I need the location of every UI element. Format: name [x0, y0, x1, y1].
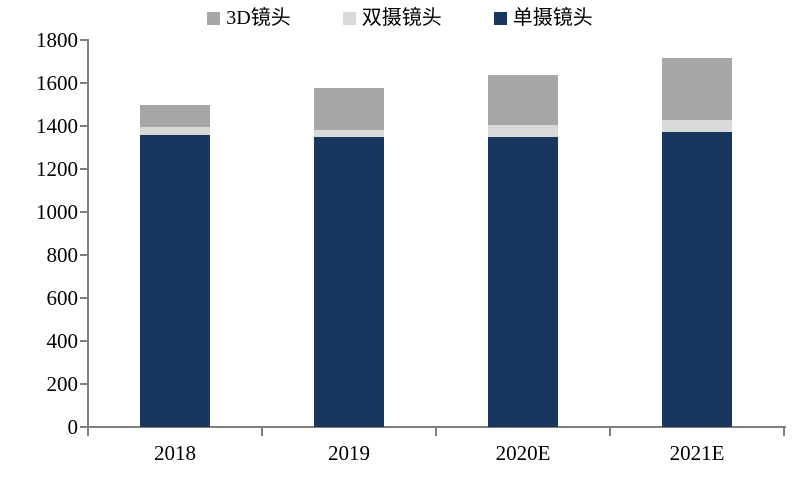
legend-item-dual-lens: 双摄镜头 [342, 7, 442, 29]
y-axis-tick-0 [80, 426, 87, 428]
y-axis-label-800: 800 [46, 243, 79, 267]
bar-segment-2021E-单摄镜头 [662, 132, 732, 427]
legend-item-single-lens: 单摄镜头 [493, 7, 593, 29]
y-axis-tick-1200 [80, 168, 87, 170]
y-axis-label-600: 600 [46, 286, 79, 310]
y-axis-tick-1400 [80, 125, 87, 127]
x-axis-label-2021e: 2021E [669, 441, 725, 465]
bar-segment-2019-单摄镜头 [314, 136, 384, 427]
y-axis-tick-600 [80, 297, 87, 299]
y-axis-label-1800: 1800 [36, 28, 78, 52]
legend-swatch-dual-lens [342, 11, 356, 25]
x-axis-tick [783, 428, 785, 436]
bar-segment-2019-3D镜头 [314, 88, 384, 131]
bar-segment-2021E-双摄镜头 [662, 119, 732, 133]
y-axis-label-200: 200 [46, 372, 79, 396]
bar-segment-2019-双摄镜头 [314, 130, 384, 137]
y-axis-label-1000: 1000 [36, 200, 78, 224]
bar-segment-2020E-单摄镜头 [488, 136, 558, 427]
x-axis-tick [261, 428, 263, 436]
y-axis-tick-1000 [80, 211, 87, 213]
bar-segment-2018-双摄镜头 [140, 127, 210, 135]
y-axis-tick-200 [80, 383, 87, 385]
y-axis-label-0: 0 [67, 415, 79, 439]
x-axis-tick [87, 428, 89, 436]
bar-segment-2018-3D镜头 [140, 104, 210, 128]
y-axis-tick-800 [80, 254, 87, 256]
x-axis-label-2020e: 2020E [495, 441, 551, 465]
x-axis-line [87, 426, 786, 428]
legend-swatch-single-lens [493, 11, 507, 25]
x-axis-tick [609, 428, 611, 436]
y-axis-tick-1800 [80, 39, 87, 41]
bar-segment-2020E-双摄镜头 [488, 124, 558, 137]
chart-legend: 3D镜头 双摄镜头 单摄镜头 [0, 6, 800, 30]
legend-label-single-lens: 单摄镜头 [512, 7, 593, 29]
x-axis-label-2018: 2018 [154, 441, 196, 465]
legend-label-3d-lens: 3D镜头 [226, 7, 291, 29]
legend-swatch-3d-lens [207, 11, 221, 25]
y-axis-line [87, 39, 89, 428]
legend-label-dual-lens: 双摄镜头 [361, 7, 442, 29]
y-axis-tick-1600 [80, 82, 87, 84]
y-axis-label-1600: 1600 [36, 71, 78, 95]
legend-item-3d-lens: 3D镜头 [207, 7, 291, 29]
x-axis-label-2019: 2019 [328, 441, 370, 465]
y-axis-label-1400: 1400 [36, 114, 78, 138]
bar-segment-2018-单摄镜头 [140, 134, 210, 427]
y-axis-tick-400 [80, 340, 87, 342]
x-axis-tick [435, 428, 437, 436]
bar-segment-2020E-3D镜头 [488, 75, 558, 125]
y-axis-label-400: 400 [46, 329, 79, 353]
bar-segment-2021E-3D镜头 [662, 58, 732, 120]
y-axis-label-1200: 1200 [36, 157, 78, 181]
